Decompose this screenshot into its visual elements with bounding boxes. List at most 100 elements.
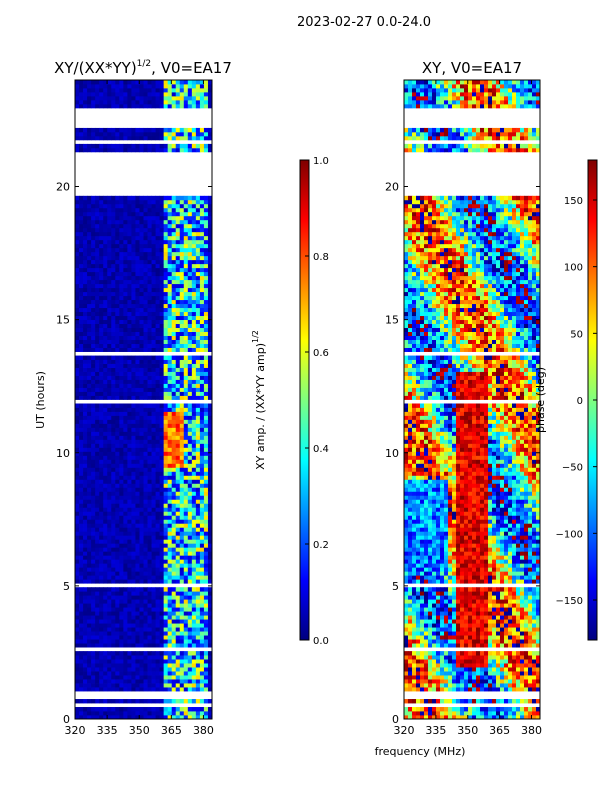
- heatmap-cell: [200, 407, 204, 411]
- heatmap-cell: [156, 380, 160, 384]
- heatmap-cell: [95, 392, 99, 396]
- heatmap-cell: [164, 336, 168, 340]
- heatmap-cell: [160, 144, 164, 148]
- heatmap-cell: [488, 687, 492, 691]
- heatmap-cell: [200, 280, 204, 284]
- heatmap-cell: [111, 228, 115, 232]
- heatmap-cell: [156, 463, 160, 467]
- heatmap-cell: [192, 559, 196, 563]
- heatmap-cell: [480, 679, 484, 683]
- heatmap-cell: [192, 711, 196, 715]
- heatmap-cell: [95, 651, 99, 655]
- heatmap-cell: [127, 487, 131, 491]
- heatmap-cell: [95, 503, 99, 507]
- heatmap-cell: [188, 575, 192, 579]
- heatmap-cell: [184, 328, 188, 332]
- heatmap-cell: [95, 276, 99, 280]
- amplitude-heatmap: [75, 80, 212, 719]
- heatmap-cell: [79, 451, 83, 455]
- heatmap-cell: [83, 643, 87, 647]
- heatmap-cell: [184, 84, 188, 88]
- heatmap-cell: [95, 631, 99, 635]
- heatmap-cell: [168, 539, 172, 543]
- heatmap-cell: [180, 336, 184, 340]
- heatmap-cell: [152, 292, 156, 296]
- heatmap-cell: [139, 240, 143, 244]
- heatmap-cell: [192, 380, 196, 384]
- heatmap-cell: [196, 455, 200, 459]
- heatmap-cell: [75, 312, 79, 316]
- heatmap-cell: [160, 639, 164, 643]
- heatmap-cell: [204, 667, 208, 671]
- heatmap-cell: [164, 148, 168, 152]
- heatmap-cell: [172, 499, 176, 503]
- heatmap-cell: [79, 308, 83, 312]
- heatmap-cell: [148, 100, 152, 104]
- heatmap-cell: [131, 284, 135, 288]
- heatmap-cell: [160, 324, 164, 328]
- heatmap-cell: [176, 368, 180, 372]
- amplitude-cbar-label-main: XY amp. / (XX*YY amp): [254, 343, 267, 470]
- heatmap-cell: [160, 208, 164, 212]
- heatmap-cell: [164, 312, 168, 316]
- heatmap-cell: [184, 599, 188, 603]
- heatmap-cell: [95, 256, 99, 260]
- heatmap-cell: [127, 280, 131, 284]
- heatmap-cell: [79, 384, 83, 388]
- heatmap-cell: [115, 575, 119, 579]
- heatmap-cell: [152, 260, 156, 264]
- heatmap-cell: [204, 507, 208, 511]
- heatmap-cell: [139, 539, 143, 543]
- heatmap-cell: [99, 392, 103, 396]
- heatmap-cell: [172, 280, 176, 284]
- heatmap-cell: [127, 683, 131, 687]
- heatmap-cell: [127, 336, 131, 340]
- heatmap-cell: [188, 467, 192, 471]
- heatmap-cell: [156, 148, 160, 152]
- heatmap-cell: [204, 100, 208, 104]
- heatmap-cell: [144, 280, 148, 284]
- heatmap-cell: [168, 655, 172, 659]
- heatmap-cell: [91, 439, 95, 443]
- heatmap-cell: [480, 707, 484, 711]
- heatmap-cell: [79, 499, 83, 503]
- heatmap-cell: [119, 328, 123, 332]
- heatmap-cell: [196, 523, 200, 527]
- heatmap-cell: [99, 316, 103, 320]
- heatmap-cell: [103, 300, 107, 304]
- heatmap-cell: [180, 547, 184, 551]
- heatmap-cell: [156, 635, 160, 639]
- heatmap-cell: [512, 679, 516, 683]
- heatmap-cell: [131, 575, 135, 579]
- heatmap-cell: [476, 675, 480, 679]
- heatmap-cell: [156, 312, 160, 316]
- heatmap-cell: [111, 328, 115, 332]
- heatmap-cell: [200, 148, 204, 152]
- heatmap-cell: [164, 396, 168, 400]
- heatmap-cell: [95, 396, 99, 400]
- heatmap-cell: [123, 264, 127, 268]
- heatmap-cell: [468, 711, 472, 715]
- heatmap-cell: [200, 455, 204, 459]
- heatmap-cell: [188, 567, 192, 571]
- heatmap-cell: [188, 527, 192, 531]
- heatmap-cell: [196, 615, 200, 619]
- heatmap-cell: [83, 655, 87, 659]
- heatmap-cell: [180, 491, 184, 495]
- heatmap-cell: [135, 272, 139, 276]
- heatmap-cell: [103, 659, 107, 663]
- heatmap-cell: [204, 344, 208, 348]
- heatmap-cell: [156, 551, 160, 555]
- heatmap-cell: [135, 276, 139, 280]
- heatmap-cell: [131, 312, 135, 316]
- heatmap-cell: [139, 591, 143, 595]
- heatmap-cell: [123, 559, 127, 563]
- heatmap-cell: [103, 591, 107, 595]
- heatmap-cell: [131, 559, 135, 563]
- heatmap-cell: [148, 531, 152, 535]
- heatmap-cell: [123, 256, 127, 260]
- heatmap-cell: [180, 711, 184, 715]
- heatmap-cell: [172, 615, 176, 619]
- heatmap-cell: [123, 240, 127, 244]
- heatmap-cell: [144, 372, 148, 376]
